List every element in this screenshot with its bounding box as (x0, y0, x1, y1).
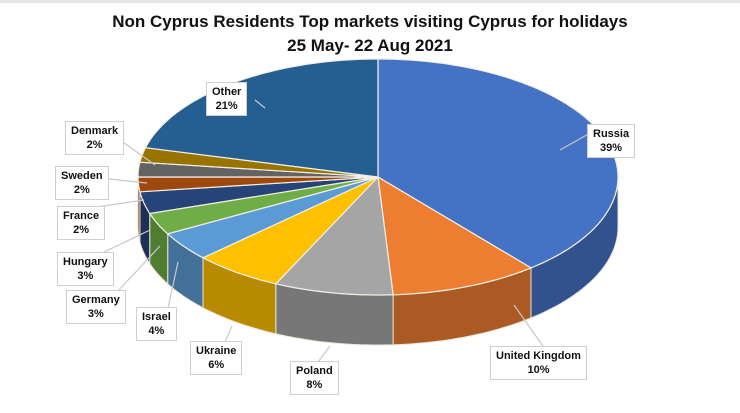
pie-slice-poland (274, 175, 394, 296)
label-poland: Poland 8% (290, 361, 339, 395)
label-france: France 2% (57, 206, 106, 240)
top-border (0, 0, 740, 3)
label-ukraine: Ukraine 6% (190, 341, 243, 375)
label-germany: Germany 3% (66, 290, 126, 324)
leader-line (117, 245, 161, 292)
leader-line (513, 304, 546, 350)
label-hungary: Hungary 3% (57, 252, 114, 286)
leader-line (167, 261, 179, 309)
label-russia: Russia 39% (587, 124, 636, 158)
pie-slice-germany (148, 176, 379, 235)
pie-slice-hungary (139, 176, 379, 215)
chart-title: Non Cyprus Residents Top markets visitin… (112, 12, 628, 31)
leader-line (317, 345, 331, 363)
pie-slice-france (137, 176, 379, 193)
pie-slice-israel (166, 176, 379, 259)
leader-line (254, 99, 266, 109)
leader-line (99, 229, 151, 255)
leader-line (224, 325, 233, 343)
leader-line (119, 139, 156, 166)
label-other: Other 21% (206, 82, 248, 116)
label-united-kingdom: United Kingdom 10% (490, 346, 587, 380)
pie-slice-ukraine (201, 176, 379, 285)
label-israel: Israel 4% (136, 307, 177, 341)
chart-subtitle: 25 May- 22 Aug 2021 (287, 36, 453, 55)
leader-line (559, 131, 593, 151)
label-denmark: Denmark 2% (65, 121, 125, 155)
label-sweden: Sweden 2% (55, 166, 109, 200)
pie-slice-united-kingdom (377, 175, 533, 296)
